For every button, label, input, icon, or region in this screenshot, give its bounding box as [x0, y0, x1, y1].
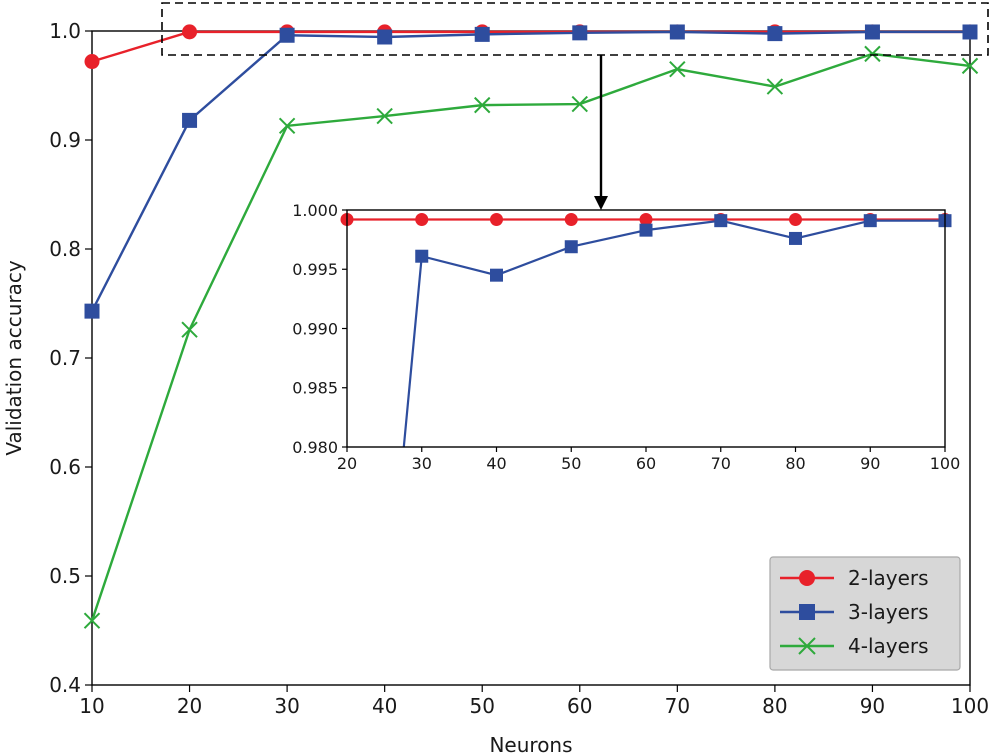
main-y-tick-label: 0.4 — [49, 673, 81, 697]
inset-x-axis: 20 30 40 50 60 70 80 90 100 — [337, 447, 960, 473]
legend: 2-layers 3-layers 4-layers — [769, 556, 961, 671]
inset-data-point-2-layers — [415, 212, 429, 226]
data-point-4-layers — [669, 60, 686, 78]
inset-y-tick-label: 0.995 — [292, 260, 338, 279]
data-point-3-layers — [864, 24, 880, 40]
data-point-3-layers — [474, 26, 490, 42]
data-point-4-layers — [474, 96, 491, 114]
data-point-4-layers — [376, 107, 393, 125]
legend-entry-3-layers: 3-layers — [780, 600, 929, 624]
inset-data-point-3-layers — [714, 214, 728, 228]
data-point-2-layers — [84, 54, 100, 70]
main-y-axis: 0.4 0.5 0.6 0.7 0.8 0.9 1.0 — [49, 19, 92, 697]
data-point-2-layers — [182, 24, 198, 40]
legend-box — [769, 556, 961, 671]
inset-plot-background — [347, 210, 945, 447]
zoom-region-box — [161, 2, 989, 56]
data-point-4-layers — [766, 78, 784, 95]
data-point-4-layers — [83, 612, 101, 629]
inset-data-point-2-layers — [639, 212, 653, 226]
main-x-tick-label: 40 — [372, 694, 397, 718]
legend-entry-2-layers: 2-layers — [780, 566, 929, 590]
data-point-4-layers — [181, 321, 198, 338]
inset-data-point-3-layers — [415, 249, 429, 263]
inset-data-point-2-layers — [490, 212, 503, 226]
main-y-tick-label: 0.7 — [49, 346, 81, 370]
main-series — [83, 24, 979, 629]
legend-label: 4-layers — [848, 634, 929, 658]
inset-data-point-2-layers — [789, 212, 802, 226]
main-y-tick-label: 0.6 — [49, 455, 81, 479]
data-point-4-layers — [571, 95, 588, 113]
data-point-3-layers — [182, 112, 198, 128]
data-point-4-layers — [278, 117, 296, 135]
data-point-3-layers — [377, 29, 393, 45]
inset-data-point-3-layers — [863, 214, 877, 228]
inset-x-tick-label: 40 — [486, 454, 506, 473]
main-x-axis: 10 20 30 40 50 60 70 80 90 100 — [79, 685, 989, 718]
series-line-3-layers — [90, 30, 970, 312]
y-axis-label: Validation accuracy — [2, 260, 26, 456]
inset-y-tick-label: 0.990 — [292, 319, 338, 338]
inset-series — [340, 212, 952, 447]
zoom-arrow-head — [594, 196, 608, 210]
data-point-3-layers — [572, 25, 588, 41]
data-point-4-layers — [864, 45, 881, 63]
inset-y-tick-label: 0.980 — [292, 438, 338, 457]
legend-entry-4-layers: 4-layers — [780, 634, 929, 658]
main-y-tick-label: 0.8 — [49, 237, 81, 261]
series-line-4-layers — [90, 52, 971, 622]
inset-data-point-3-layers — [490, 268, 503, 282]
inset-data-point-3-layers — [564, 240, 578, 254]
main-x-tick-label: 90 — [860, 694, 885, 718]
legend-swatch-marker — [799, 570, 815, 586]
data-point-3-layers — [962, 24, 978, 40]
inset-x-tick-label: 20 — [337, 454, 357, 473]
inset-x-tick-label: 50 — [561, 454, 581, 473]
legend-label: 3-layers — [848, 600, 929, 624]
legend-label: 2-layers — [848, 566, 929, 590]
main-plot: 10 20 30 40 50 60 70 80 90 100 0.4 0.5 0.6 0.7 0.8 0.9… — [2, 19, 989, 756]
main-x-tick-label: 30 — [274, 694, 299, 718]
legend-swatch-marker — [798, 637, 816, 655]
inset-x-tick-label: 30 — [412, 454, 432, 473]
main-y-tick-label: 0.5 — [49, 564, 81, 588]
data-point-3-layers — [84, 303, 100, 319]
inset-y-tick-label: 1.000 — [292, 201, 338, 220]
data-point-3-layers — [669, 24, 685, 40]
main-x-tick-label: 60 — [567, 694, 592, 718]
inset-plot: 20 30 40 50 60 70 80 90 100 0.980 0.985 0.990 0.995… — [292, 201, 960, 473]
main-x-tick-label: 70 — [665, 694, 690, 718]
main-x-tick-label: 50 — [469, 694, 494, 718]
inset-x-tick-label: 100 — [930, 454, 961, 473]
inset-x-tick-label: 80 — [785, 454, 805, 473]
inset-x-tick-label: 60 — [636, 454, 656, 473]
inset-plot-frame — [346, 209, 946, 448]
inset-y-axis: 0.980 0.985 0.990 0.995 1.000 — [292, 201, 347, 457]
inset-data-point-3-layers — [639, 223, 653, 237]
data-point-3-layers — [279, 27, 295, 43]
main-x-tick-label: 100 — [951, 694, 989, 718]
data-point-3-layers — [767, 26, 783, 42]
main-x-tick-label: 80 — [762, 694, 787, 718]
inset-x-tick-label: 70 — [711, 454, 731, 473]
data-point-4-layers — [961, 57, 979, 75]
main-x-tick-label: 10 — [79, 694, 104, 718]
main-y-tick-label: 0.9 — [49, 128, 81, 152]
main-x-tick-label: 20 — [177, 694, 202, 718]
x-axis-label: Neurons — [489, 733, 572, 756]
inset-data-point-3-layers — [789, 231, 802, 245]
legend-swatch-marker — [799, 604, 815, 620]
inset-data-point-2-layers — [564, 212, 578, 226]
inset-y-tick-label: 0.985 — [292, 379, 338, 398]
inset-x-tick-label: 90 — [860, 454, 880, 473]
main-y-tick-label: 1.0 — [49, 19, 81, 43]
